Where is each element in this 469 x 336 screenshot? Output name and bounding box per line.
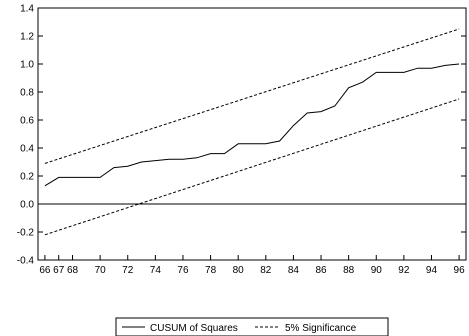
x-tick-label: 68 [67,265,79,276]
y-tick-label: 1.4 [20,4,34,15]
cusum-of-squares-line [44,63,460,187]
x-tick-label: 80 [233,265,245,276]
y-tick-label: 1.2 [20,32,34,43]
y-axis: 1.4 1.2 1.0 0.8 0.6 0.4 0.2 0.0 -0.2 -0.4 [17,4,466,267]
y-tick-label: 0.0 [20,200,34,211]
y-tick-label: 0.4 [20,144,34,155]
significance-upper-bound [44,28,460,164]
y-tick-label: 0.8 [20,88,34,99]
x-tick-label: 66 [39,265,51,276]
x-tick-label: 86 [315,265,327,276]
y-tick-label: 1.0 [20,60,34,71]
legend-label-cusum: CUSUM of Squares [150,323,238,334]
plot-lines [38,28,466,236]
x-axis: 66 67 68 70 72 74 76 78 80 82 84 86 88 90 92 94 96 [39,255,465,276]
y-tick-label: 0.6 [20,116,34,127]
x-tick-label: 72 [122,265,134,276]
legend-box [115,317,389,336]
x-tick-label: 90 [371,265,383,276]
y-tick-label: -0.4 [17,256,35,267]
x-tick-label: 76 [177,265,189,276]
legend-label-significance: 5% Significance [285,323,357,334]
legend: CUSUM of Squares 5% Significance [115,317,389,336]
significance-lower-bound [44,98,460,236]
x-tick-label: 74 [150,265,162,276]
x-tick-label: 96 [454,265,466,276]
x-tick-label: 92 [398,265,410,276]
x-tick-label: 84 [288,265,300,276]
y-tick-label: -0.2 [17,228,35,239]
x-tick-label: 78 [205,265,217,276]
x-tick-label: 82 [260,265,272,276]
x-tick-label: 70 [95,265,107,276]
y-tick-label: 0.2 [20,172,34,183]
x-tick-label: 88 [343,265,355,276]
plot-area-frame [37,7,467,261]
x-tick-label: 67 [53,265,65,276]
x-tick-label: 94 [426,265,438,276]
